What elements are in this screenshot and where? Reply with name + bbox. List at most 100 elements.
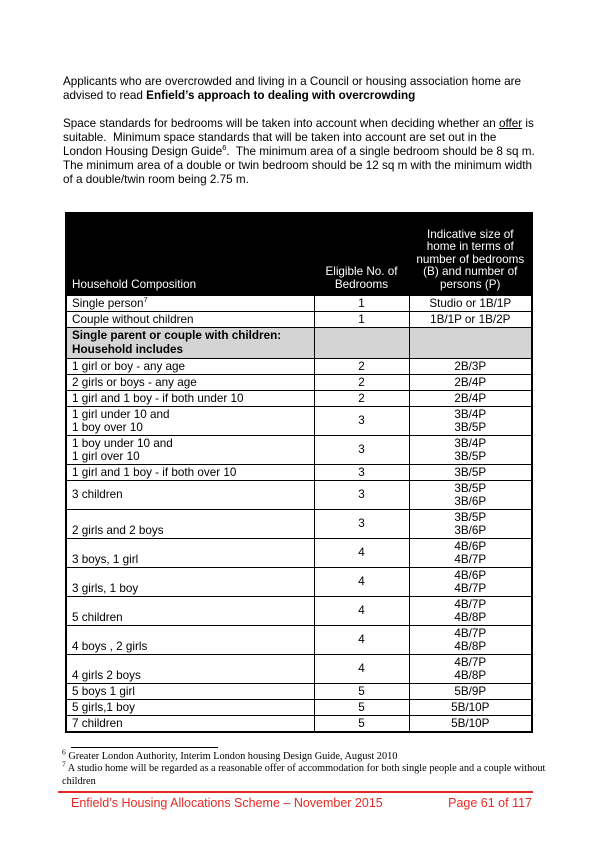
text-segment: Applicants who are overcrowded and livin… [63, 75, 525, 102]
cell-eligible-bedrooms: 2 [313, 373, 410, 391]
cell-indicative-size: 3B/5P 3B/6P [408, 508, 533, 539]
footnote-marker: 7 [62, 759, 66, 769]
cell-indicative-size: 3B/5P [408, 463, 533, 481]
cell-indicative-size [408, 326, 533, 359]
header-household-composition: Household Composition [65, 212, 315, 296]
table-row: 2 girls and 2 boys 3 3B/5P 3B/6P [65, 508, 533, 539]
paragraph-space-standards: Space standards for bedrooms will be tak… [63, 117, 535, 187]
table-header: Household Composition Eligible No. of Be… [65, 212, 533, 296]
cell-eligible-bedrooms [313, 326, 410, 359]
table-row: 2 girls or boys - any age 2 2B/4P [65, 373, 533, 391]
header-eligible-bedrooms: Eligible No. of Bedrooms [313, 212, 410, 296]
cell-indicative-size: 3B/4P 3B/5P [408, 434, 533, 465]
table-header-row: Household Composition Eligible No. of Be… [65, 212, 533, 296]
cell-indicative-size: 2B/3P [408, 357, 533, 375]
cell-eligible-bedrooms: 3 [313, 405, 410, 436]
cell-eligible-bedrooms: 5 [313, 682, 410, 700]
cell-indicative-size: 4B/6P 4B/7P [408, 566, 533, 597]
table-row: 3 girls, 1 boy 4 4B/6P 4B/7P [65, 566, 533, 597]
cell-eligible-bedrooms: 4 [313, 595, 410, 626]
cell-household-composition: 5 girls,1 boy [65, 698, 315, 716]
page-footer: Enfield’s Housing Allocations Scheme – N… [71, 796, 532, 810]
cell-household-composition: 4 boys , 2 girls [65, 624, 315, 655]
cell-household-composition: 4 girls 2 boys [65, 653, 315, 684]
bedroom-eligibility-table: Household Composition Eligible No. of Be… [65, 212, 533, 733]
cell-household-composition: 1 girl under 10 and 1 boy over 10 [65, 405, 315, 436]
footnote-reference: 7 [143, 295, 148, 304]
footer-document-title: Enfield’s Housing Allocations Scheme – N… [71, 795, 383, 810]
table-row: 1 girl or boy - any age 2 2B/3P [65, 357, 533, 375]
cell-indicative-size: 4B/6P 4B/7P [408, 537, 533, 568]
cell-indicative-size: 3B/5P 3B/6P [408, 479, 533, 510]
text-segment: Space standards for bedrooms will be tak… [63, 117, 499, 130]
section-row: Single parent or couple with children: Ho… [65, 326, 533, 359]
cell-household-composition: 5 children [65, 595, 315, 626]
table-row: 1 boy under 10 and 1 girl over 10 3 3B/4P 3B… [65, 434, 533, 465]
cell-household-composition: 2 girls or boys - any age [65, 373, 315, 391]
table-row: 3 boys, 1 girl 4 4B/6P 4B/7P [65, 537, 533, 568]
cell-household-composition: Single parent or couple with children: Ho… [65, 326, 315, 359]
cell-household-composition: 3 boys, 1 girl [65, 537, 315, 568]
cell-indicative-size: Studio or 1B/1P [408, 294, 533, 312]
cell-household-composition: 3 girls, 1 boy [65, 566, 315, 597]
footnote: 7 A studio home will be regarded as a re… [62, 759, 546, 788]
cell-household-composition: 2 girls and 2 boys [65, 508, 315, 539]
table-row: 1 girl and 1 boy - if both under 10 2 2B/4… [65, 389, 533, 407]
table-row: 5 girls,1 boy 5 5B/10P [65, 698, 533, 716]
header-indicative-size: Indicative size of home in terms of numb… [408, 212, 533, 296]
footer-rule [58, 790, 533, 793]
cell-household-composition: 5 boys 1 girl [65, 682, 315, 700]
cell-eligible-bedrooms: 1 [313, 294, 410, 312]
cell-indicative-size: 5B/9P [408, 682, 533, 700]
table-row: 4 girls 2 boys 4 4B/7P 4B/8P [65, 653, 533, 684]
cell-indicative-size: 2B/4P [408, 389, 533, 407]
cell-eligible-bedrooms: 3 [313, 434, 410, 465]
cell-indicative-size: 4B/7P 4B/8P [408, 595, 533, 626]
table-row: 7 children 5 5B/10P [65, 714, 533, 732]
footnote-separator [71, 746, 218, 748]
cell-eligible-bedrooms: 4 [313, 537, 410, 568]
cell-eligible-bedrooms: 4 [313, 624, 410, 655]
table-row: 5 children 4 4B/7P 4B/8P [65, 595, 533, 626]
cell-eligible-bedrooms: 2 [313, 357, 410, 375]
footnote: 6 Greater London Authority, Interim Lond… [62, 747, 398, 762]
cell-household-composition: Couple without children [65, 310, 315, 328]
table-row: 1 girl under 10 and 1 boy over 10 3 3B/4P 3B… [65, 405, 533, 436]
text-segment: is suitable. Minimum space standards tha… [63, 117, 538, 158]
cell-eligible-bedrooms: 3 [313, 463, 410, 481]
cell-eligible-bedrooms: 4 [313, 653, 410, 684]
cell-eligible-bedrooms: 5 [313, 714, 410, 732]
cell-indicative-size: 1B/1P or 1B/2P [408, 310, 533, 328]
text-segment: . The minimum area of a single bedroom s… [63, 145, 538, 186]
table-row: 1 girl and 1 boy - if both over 10 3 3B/5P [65, 463, 533, 481]
table-row: 5 boys 1 girl 5 5B/9P [65, 682, 533, 700]
table-row: 3 children 3 3B/5P 3B/6P [65, 479, 533, 510]
cell-eligible-bedrooms: 1 [313, 310, 410, 328]
table-row: 4 boys , 2 girls 4 4B/7P 4B/8P [65, 624, 533, 655]
paragraph-overcrowding-intro: Applicants who are overcrowded and livin… [63, 75, 535, 103]
cell-household-composition: Single person7 [65, 294, 315, 312]
cell-indicative-size: 5B/10P [408, 698, 533, 716]
footnote-marker: 6 [62, 747, 66, 757]
cell-eligible-bedrooms: 4 [313, 566, 410, 597]
cell-household-composition: 1 girl and 1 boy - if both under 10 [65, 389, 315, 407]
cell-household-composition: 1 girl or boy - any age [65, 357, 315, 375]
text-segment: Enfield’s approach to dealing with overc… [146, 89, 416, 102]
cell-indicative-size: 5B/10P [408, 714, 533, 732]
footer-page-number: Page 61 of 117 [448, 795, 532, 810]
cell-eligible-bedrooms: 3 [313, 479, 410, 510]
cell-indicative-size: 4B/7P 4B/8P [408, 653, 533, 684]
footnotes: 6 Greater London Authority, Interim Lond… [62, 747, 548, 789]
footnote-reference: 6 [222, 143, 227, 153]
cell-eligible-bedrooms: 5 [313, 698, 410, 716]
table-row: Couple without children 1 1B/1P or 1B/2P [65, 310, 533, 328]
cell-household-composition: 7 children [65, 714, 315, 732]
table-body: Single person7 1 Studio or 1B/1P Couple wit… [65, 294, 533, 732]
table-row: Single person7 1 Studio or 1B/1P [65, 294, 533, 312]
cell-household-composition: 3 children [65, 479, 315, 510]
cell-household-composition: 1 boy under 10 and 1 girl over 10 [65, 434, 315, 465]
cell-eligible-bedrooms: 2 [313, 389, 410, 407]
cell-household-composition: 1 girl and 1 boy - if both over 10 [65, 463, 315, 481]
cell-indicative-size: 2B/4P [408, 373, 533, 391]
